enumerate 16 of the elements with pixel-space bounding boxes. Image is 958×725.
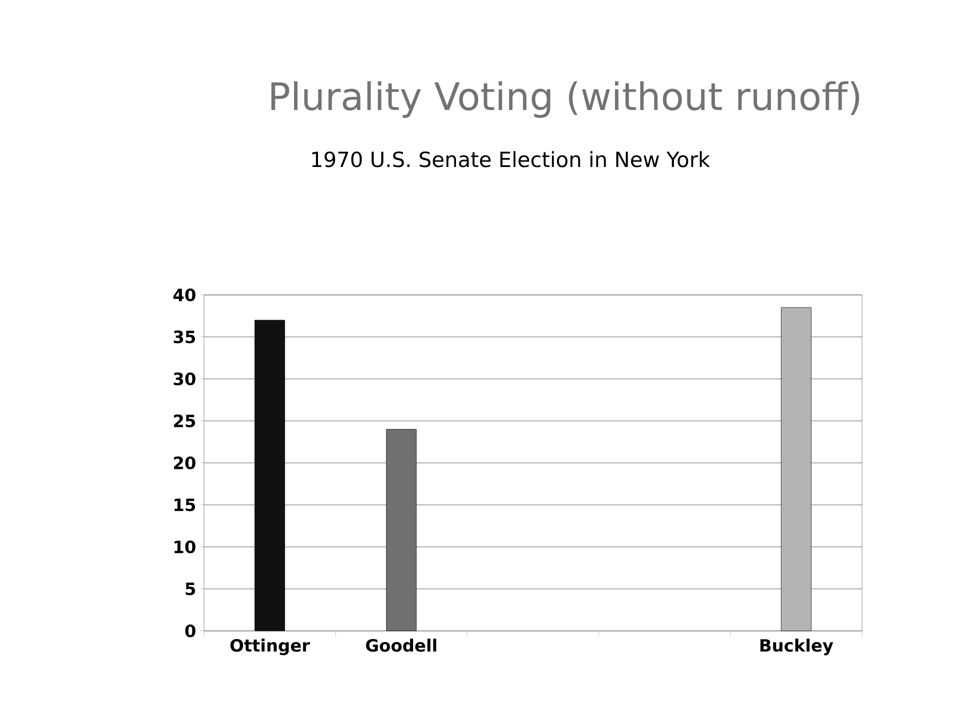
y-tick-label: 25 [174, 414, 196, 428]
y-tick-label: 35 [174, 330, 196, 344]
y-tick-label: 5 [186, 582, 196, 596]
x-tick-label: Ottinger [230, 638, 310, 656]
chart-title: Plurality Voting (without runoff) [271, 81, 860, 118]
x-tick-label: Buckley [760, 638, 834, 656]
chart-subtitle: 1970 U.S. Senate Election in New York [312, 151, 710, 168]
x-tick-label: Goodell [366, 638, 436, 652]
y-tick-label: 40 [173, 288, 196, 302]
y-tick-label: 30 [174, 372, 196, 386]
y-tick-label: 0 [185, 624, 196, 638]
y-tick-label: 15 [174, 498, 196, 512]
y-tick-label: 20 [174, 456, 196, 470]
y-tick-label: 10 [174, 540, 196, 554]
bar [254, 320, 285, 632]
bar [780, 307, 812, 632]
